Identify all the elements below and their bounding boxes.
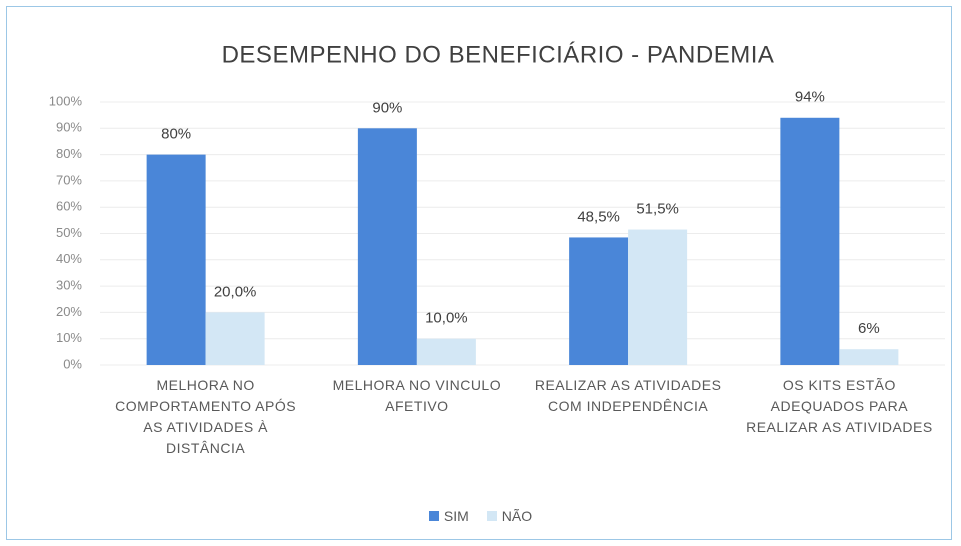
y-tick-label: 60% <box>56 199 82 214</box>
bar <box>839 349 899 365</box>
y-tick-label: 90% <box>56 120 82 135</box>
legend-swatch <box>428 511 439 521</box>
y-tick-label: 40% <box>56 251 82 266</box>
legend-item: SIM <box>428 508 469 524</box>
y-tick-label: 10% <box>56 330 82 345</box>
x-tick-label: OS KITS ESTÃO ADEQUADOS PARA REALIZAR AS… <box>746 377 933 435</box>
y-tick-label: 100% <box>49 93 83 108</box>
data-label: 94% <box>795 89 825 106</box>
legend: SIM NÃO <box>0 508 961 524</box>
bar <box>780 117 840 365</box>
data-label: 10,0% <box>425 310 468 327</box>
bar <box>569 237 629 365</box>
chart-frame <box>6 6 952 540</box>
y-tick-label: 20% <box>56 304 82 319</box>
legend-swatch <box>486 511 497 521</box>
legend-label: SIM <box>443 508 469 524</box>
data-label: 90% <box>372 99 402 116</box>
legend-label: NÃO <box>501 508 533 524</box>
bar <box>416 338 476 365</box>
bar <box>205 312 265 365</box>
y-tick-label: 80% <box>56 146 82 161</box>
data-label: 80% <box>161 126 191 143</box>
bar <box>146 154 206 365</box>
data-label: 51,5% <box>636 201 679 218</box>
x-tick-label: MELHORA NO VINCULO AFETIVO <box>332 377 502 414</box>
data-label: 48,5% <box>577 208 620 225</box>
x-tick-label: MELHORA NO COMPORTAMENTO APÓS AS ATIVIDA… <box>115 377 297 456</box>
x-tick-label: REALIZAR AS ATIVIDADES COM INDEPENDÊNCIA <box>534 377 722 414</box>
y-tick-label: 30% <box>56 278 82 293</box>
chart-title: DESEMPENHO DO BENEFICIÁRIO - PANDEMIA <box>222 41 775 68</box>
bar <box>357 128 417 365</box>
data-label: 20,0% <box>214 283 257 300</box>
y-tick-label: 70% <box>56 172 82 187</box>
data-label: 6% <box>858 320 880 337</box>
y-tick-label: 0% <box>63 356 82 371</box>
bar <box>628 229 688 365</box>
legend-item: NÃO <box>486 508 533 524</box>
y-tick-label: 50% <box>56 225 82 240</box>
